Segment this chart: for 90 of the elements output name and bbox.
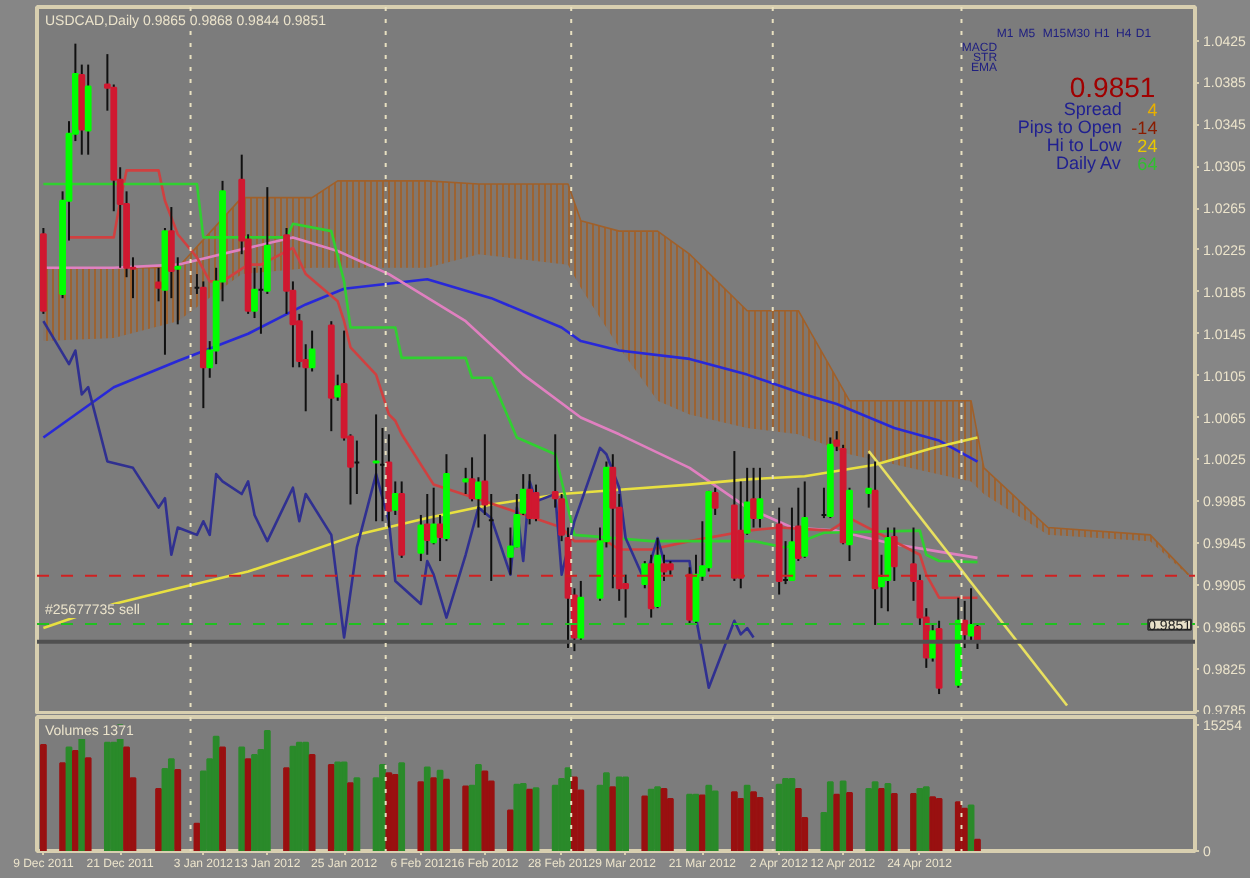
bar bbox=[737, 797, 745, 851]
bar bbox=[443, 778, 450, 851]
candlestick bbox=[155, 266, 162, 303]
bar bbox=[609, 786, 617, 851]
bar bbox=[167, 758, 175, 851]
candlestick bbox=[475, 476, 482, 529]
candlestick bbox=[436, 513, 444, 563]
bar bbox=[398, 762, 406, 851]
candlestick bbox=[577, 579, 585, 642]
bar bbox=[283, 767, 290, 851]
bar bbox=[519, 783, 527, 851]
bar bbox=[871, 781, 879, 851]
bar bbox=[654, 786, 661, 851]
bar bbox=[238, 746, 246, 851]
annotation: 4 bbox=[1147, 100, 1158, 120]
bar bbox=[481, 770, 489, 851]
line-series bbox=[42, 436, 979, 630]
annotation: Daily Av bbox=[1056, 153, 1122, 173]
annotation: 24 bbox=[1137, 136, 1158, 156]
bar bbox=[308, 754, 316, 851]
bar bbox=[826, 781, 834, 851]
bar bbox=[430, 777, 438, 851]
bar bbox=[743, 784, 751, 851]
candlestick bbox=[391, 480, 399, 516]
bar bbox=[40, 744, 47, 851]
candlestick bbox=[801, 480, 809, 559]
annotation: 0.9851 bbox=[1069, 71, 1156, 103]
candlestick bbox=[423, 493, 431, 556]
candlestick bbox=[372, 413, 380, 523]
candlestick bbox=[334, 373, 342, 402]
candlestick bbox=[686, 566, 693, 626]
candlestick bbox=[750, 466, 757, 529]
bar bbox=[212, 735, 220, 851]
bar bbox=[750, 791, 757, 851]
bar bbox=[219, 746, 226, 851]
bar bbox=[686, 793, 693, 851]
candlestick bbox=[526, 473, 534, 526]
annotation: Hi to Low bbox=[1046, 135, 1123, 155]
line-series bbox=[42, 319, 755, 690]
bar bbox=[507, 809, 514, 851]
candlestick bbox=[711, 486, 719, 516]
annotation: -14 bbox=[1131, 118, 1158, 138]
bar bbox=[730, 791, 738, 851]
bar bbox=[263, 730, 271, 851]
bar bbox=[174, 768, 182, 851]
candlestick bbox=[660, 553, 668, 582]
bar bbox=[513, 783, 521, 851]
bar bbox=[334, 761, 342, 851]
bar bbox=[916, 787, 924, 851]
annotation: Spread bbox=[1063, 99, 1122, 119]
bar bbox=[123, 746, 130, 851]
annotation: Pips to Open bbox=[1017, 117, 1122, 137]
line-series bbox=[42, 278, 979, 463]
bar bbox=[846, 792, 853, 851]
bar bbox=[890, 792, 898, 851]
bar bbox=[833, 793, 841, 851]
bar bbox=[353, 777, 361, 851]
bar bbox=[84, 757, 92, 851]
bar bbox=[302, 741, 310, 851]
bar bbox=[878, 787, 885, 851]
bar bbox=[78, 738, 86, 851]
bar bbox=[961, 807, 969, 851]
bar bbox=[251, 754, 258, 851]
bar bbox=[794, 787, 802, 851]
bar bbox=[922, 786, 930, 851]
bar bbox=[475, 763, 482, 851]
bar bbox=[929, 796, 937, 851]
candlestick bbox=[532, 483, 540, 523]
bar bbox=[155, 787, 162, 851]
bar bbox=[603, 772, 610, 851]
bar bbox=[974, 838, 981, 851]
candlestick bbox=[794, 486, 802, 563]
candlestick bbox=[462, 466, 470, 496]
bar bbox=[59, 762, 66, 851]
bar bbox=[641, 795, 649, 851]
annotation: 64 bbox=[1137, 154, 1158, 174]
bar bbox=[705, 784, 713, 851]
candlestick bbox=[756, 466, 764, 529]
bar bbox=[865, 787, 873, 851]
bar bbox=[385, 772, 393, 851]
bar bbox=[423, 766, 431, 851]
bar bbox=[417, 781, 425, 851]
bar bbox=[711, 790, 719, 851]
candlestick bbox=[84, 63, 92, 156]
bar bbox=[622, 776, 629, 851]
bar bbox=[462, 785, 470, 851]
bar bbox=[839, 780, 847, 851]
bar bbox=[526, 788, 534, 851]
candlestick bbox=[641, 560, 649, 590]
candlestick bbox=[174, 256, 182, 326]
